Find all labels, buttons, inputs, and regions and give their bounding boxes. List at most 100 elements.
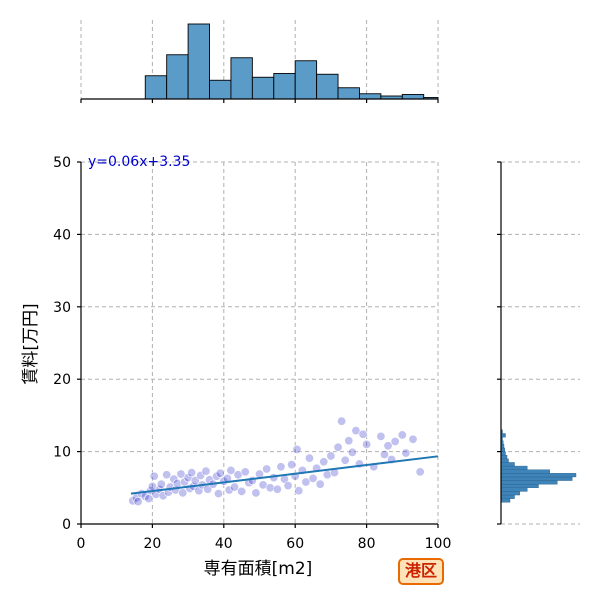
scatter-point [201,466,211,476]
right-histogram-bar [500,494,515,499]
right-histogram [497,161,580,525]
scatter-point [294,486,304,496]
scatter-point [337,416,347,426]
right-histogram-bar [500,480,558,485]
scatter-point [304,453,314,463]
scatter-point [269,473,279,483]
scatter-point [237,486,247,496]
top-histogram-bar [316,73,339,100]
right-histogram-bar [500,458,509,463]
y-tick-label: 10 [53,445,71,461]
x-tick-label: 20 [143,536,161,552]
right-histogram-bar [500,476,573,481]
top-histogram-bar [337,87,360,100]
scatter-point [347,447,357,457]
x-tick-label: 100 [425,536,452,552]
scatter-point [344,436,354,446]
regression-equation: y=0.06x+3.35 [88,154,190,170]
top-histogram-bar [166,54,189,100]
scatter-point [213,489,223,499]
scatter-point [183,473,193,483]
x-tick-label: 40 [215,536,233,552]
right-histogram-bar [500,455,508,460]
right-histogram-bar [500,462,515,467]
scatter-point [233,470,243,480]
scatter-point [326,451,336,461]
top-histogram-bar [209,79,232,100]
right-histogram-bar [500,487,528,492]
top-histogram-bar [187,23,210,100]
top-histogram [80,20,439,103]
y-tick-label: 30 [53,300,71,316]
scatter-point [292,444,302,454]
scatter-point [262,464,272,474]
right-histogram-bar [500,491,520,496]
scatter-point [408,434,418,444]
scatter-point [401,448,411,458]
scatter-point [283,481,293,491]
scatter-point [178,488,188,498]
scatter-point [224,485,234,495]
scatter-point [212,471,222,481]
y-axis-title: 賃料[万円] [21,303,41,384]
scatter-point [176,469,186,479]
scatter-point [376,431,386,441]
scatter-point [301,477,311,487]
scatter-point [162,470,172,480]
top-histogram-bar [230,57,253,100]
top-histogram-bar [401,94,425,100]
y-tick-label: 50 [53,155,71,171]
right-histogram-bar [500,451,506,456]
x-tick-label: 80 [358,536,376,552]
scatter-point [340,455,350,465]
scatter-point [272,484,282,494]
right-histogram-bar [500,465,528,470]
region-badge: 港区 [398,558,445,585]
scatter-point [315,479,325,489]
scatter-point [230,482,240,492]
x-axis-title: 専有面積[m2] [204,559,313,579]
x-tick-label: 60 [286,536,304,552]
y-tick-label: 0 [62,517,71,533]
scatter-point [287,460,297,470]
x-tick-label: 0 [77,536,86,552]
scatter-point [276,462,286,472]
scatter-point [133,497,143,507]
top-histogram-bar [144,75,168,100]
top-histogram-bar [294,60,318,100]
axes: 0 20 40 60 80 100 0 10 20 30 40 50 [53,155,451,552]
right-histogram-bar [500,469,550,474]
scatter-point [226,465,236,475]
scatter-point [158,491,168,501]
top-histogram-bar [273,73,296,100]
scatter-point [390,436,400,446]
y-tick-label: 40 [53,227,71,243]
top-histogram-bar [251,76,275,100]
scatter-point [415,467,425,477]
scatter-point [258,480,268,490]
scatter-point [397,430,407,440]
scatter-point [358,429,368,439]
scatter-point [215,468,225,478]
scatter-point [319,457,329,467]
top-histogram-bar [359,93,382,100]
scatter-point [149,471,159,481]
scatter-point [383,441,393,451]
scatter-point [308,473,318,483]
right-histogram-bar [500,473,577,478]
scatter-point [379,449,389,459]
scatter-point [240,467,250,477]
scatter-points [128,416,425,507]
scatter-point [351,426,361,436]
scatter-point [362,439,372,449]
scatter-point [251,488,261,498]
scatter-point [187,468,197,478]
scatter-point [333,442,343,452]
right-histogram-bar [500,433,506,438]
right-histogram-bar [500,498,511,503]
right-histogram-bar [500,483,539,488]
scatter-point [265,483,275,493]
scatter-point [156,479,166,489]
scatter-point [194,486,204,496]
